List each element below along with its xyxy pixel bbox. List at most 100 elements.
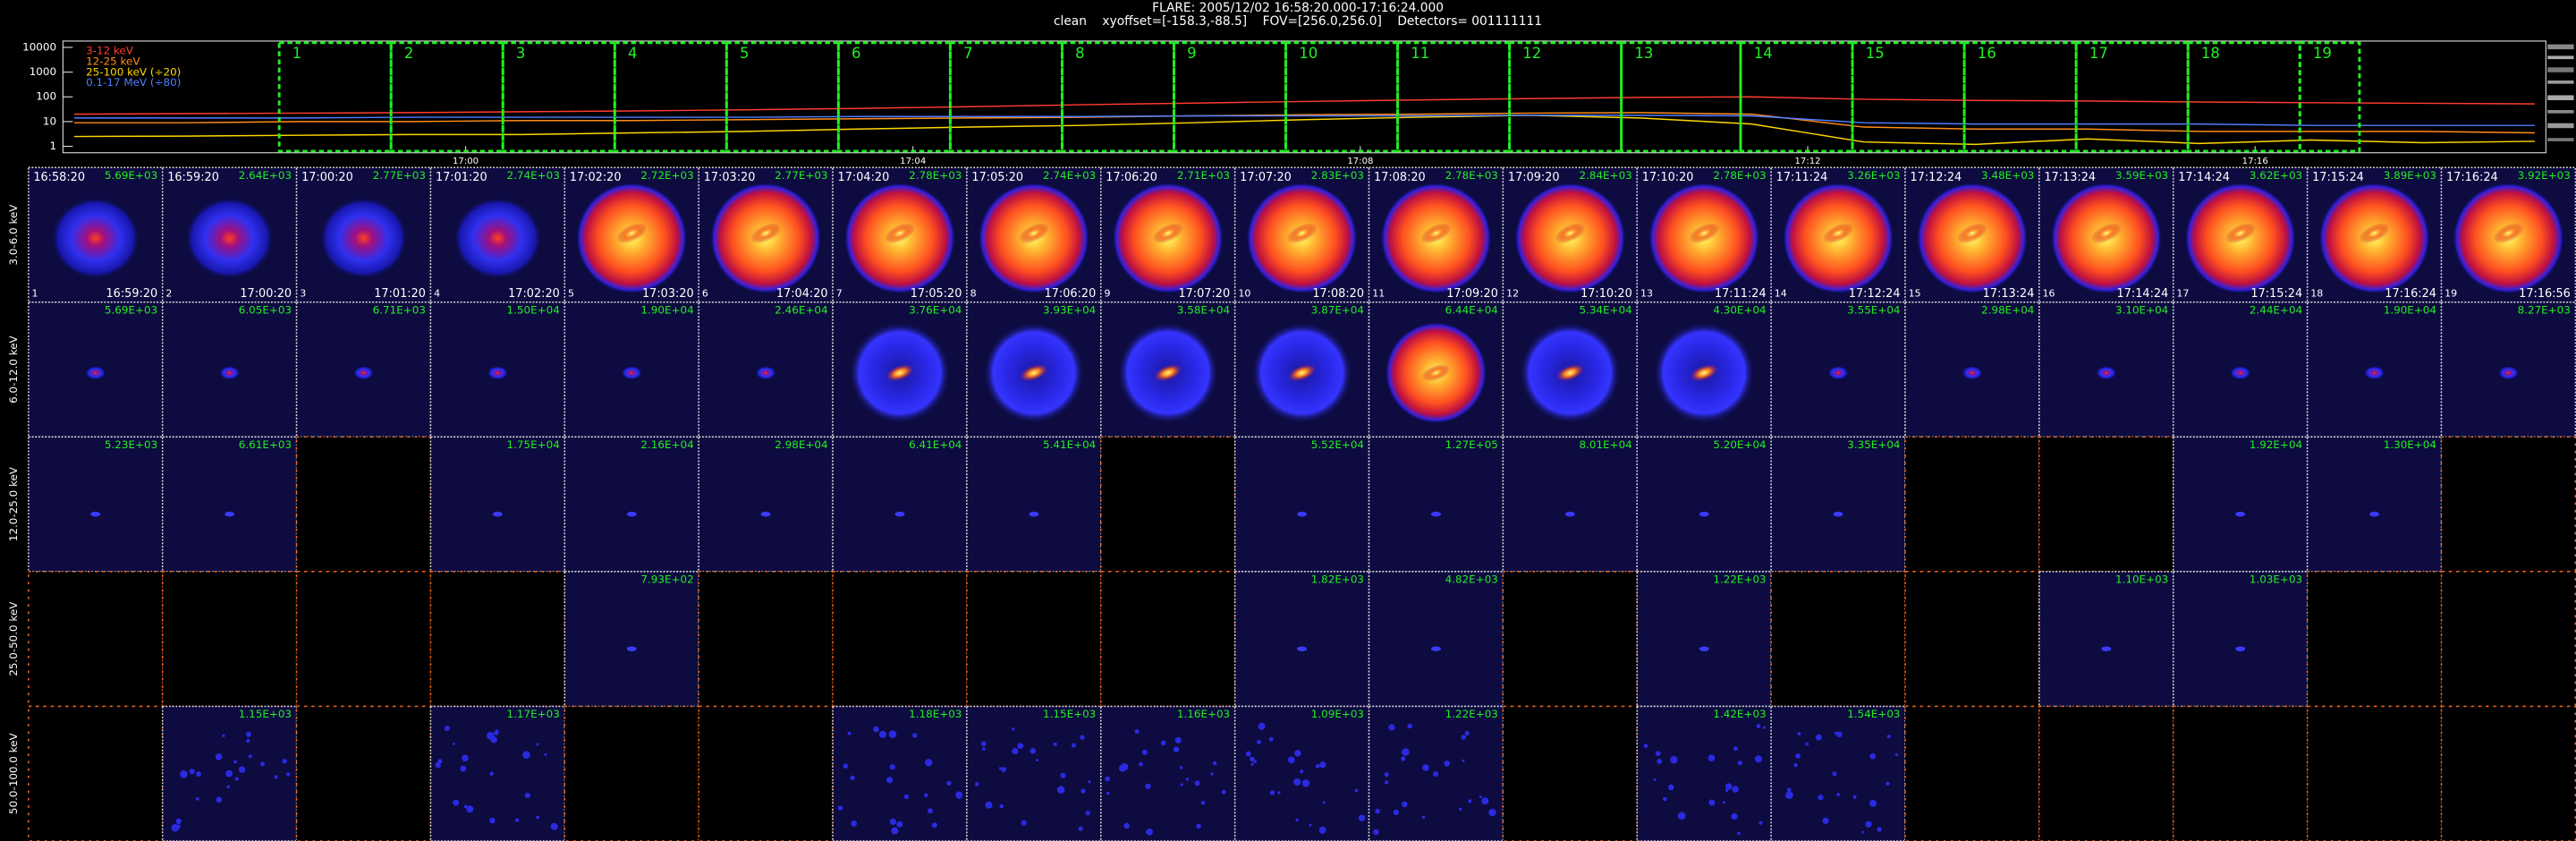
noise-dot xyxy=(444,725,450,732)
source-blob xyxy=(453,197,542,280)
stripe xyxy=(2547,138,2574,141)
noise-dot xyxy=(490,735,498,743)
noise-dot xyxy=(435,761,441,769)
image-cell xyxy=(1502,571,1639,708)
image-cell xyxy=(28,436,164,573)
noise-dot xyxy=(1869,752,1877,760)
column-index: 15 xyxy=(1909,288,1921,300)
max-value: 1.22E+03 xyxy=(1713,573,1766,586)
row-label: 6.0-12.0 keV xyxy=(7,335,20,403)
max-value: 3.89E+03 xyxy=(2384,169,2436,182)
noise-dot xyxy=(1141,749,1148,755)
noise-dot xyxy=(1295,818,1300,822)
interval-box xyxy=(1508,41,1623,153)
image-cell xyxy=(2306,705,2443,841)
image-cell xyxy=(429,705,566,841)
source-core xyxy=(2493,223,2524,244)
image-cell xyxy=(1904,571,2040,708)
noise-dot xyxy=(1731,813,1738,820)
column-index: 14 xyxy=(1775,288,1787,300)
noise-dot xyxy=(837,805,843,811)
noise-dot xyxy=(1865,820,1872,828)
source-core xyxy=(1690,364,1718,382)
source-core xyxy=(492,511,503,517)
row-label: 25.0-50.0 keV xyxy=(7,601,20,676)
source-blob xyxy=(318,197,409,280)
noise-dot xyxy=(550,822,558,830)
source-core xyxy=(894,511,905,517)
series-line xyxy=(73,115,2535,146)
noise-dot xyxy=(1277,791,1281,794)
image-cell xyxy=(966,436,1102,573)
source-core xyxy=(1430,511,1441,517)
start-time: 17:05:20 xyxy=(971,171,1023,184)
noise-dot xyxy=(1479,795,1482,799)
noise-dot xyxy=(544,752,547,757)
end-time: 17:16:24 xyxy=(2385,287,2436,301)
end-time: 17:07:20 xyxy=(1178,287,1230,301)
noise-dot xyxy=(1461,735,1467,740)
end-time: 17:01:20 xyxy=(374,287,426,301)
noise-dot xyxy=(1036,759,1039,762)
noise-dot xyxy=(514,818,520,822)
interval-label: 10 xyxy=(1299,45,1318,62)
noise-dot xyxy=(1134,729,1140,735)
noise-dot xyxy=(246,738,250,743)
image-cell xyxy=(1368,436,1504,573)
noise-dot xyxy=(851,820,858,827)
interval-label: 3 xyxy=(516,45,526,62)
noise-dot xyxy=(891,827,899,835)
image-cell xyxy=(1502,436,1639,573)
x-tick-label: 17:04 xyxy=(900,157,926,166)
max-value: 6.41E+04 xyxy=(909,438,962,451)
noise-dot xyxy=(1724,783,1733,791)
column-index: 17 xyxy=(2176,288,2189,300)
end-time: 17:03:20 xyxy=(642,287,694,301)
start-time: 16:59:20 xyxy=(167,171,219,184)
noise-dot xyxy=(1269,790,1275,795)
source-core xyxy=(1018,223,1049,244)
noise-dot xyxy=(1458,807,1462,811)
stripe xyxy=(2547,67,2574,72)
noise-dot xyxy=(282,759,287,764)
end-time: 16:59:20 xyxy=(106,287,158,301)
noise-dot xyxy=(1668,784,1674,791)
series-line xyxy=(73,96,2535,115)
interval-label: 12 xyxy=(1522,45,1541,62)
y-tick-label: 100 xyxy=(36,90,56,103)
max-value: 2.77E+03 xyxy=(373,169,426,182)
max-value: 1.16E+03 xyxy=(1177,708,1230,720)
column-index: 10 xyxy=(1238,288,1250,300)
noise-dot xyxy=(1012,727,1015,731)
noise-dot xyxy=(1657,758,1663,764)
noise-dot xyxy=(886,777,894,784)
noise-dot xyxy=(1877,827,1882,832)
max-value: 2.98E+04 xyxy=(775,438,827,451)
source-core xyxy=(2096,366,2116,380)
source-core xyxy=(2498,366,2519,380)
source-blob xyxy=(185,197,275,280)
title: FLARE: 2005/12/02 16:58:20.000-17:16:24.… xyxy=(1152,1,1444,15)
max-value: 3.48E+03 xyxy=(1981,169,2034,182)
noise-dot xyxy=(1121,763,1129,771)
image-cell xyxy=(698,436,834,573)
noise-dot xyxy=(1106,791,1110,795)
noise-dot xyxy=(1401,756,1406,761)
noise-dot xyxy=(1253,760,1258,764)
noise-dot xyxy=(1145,783,1151,790)
noise-dot xyxy=(1179,766,1183,769)
interval-label: 1 xyxy=(292,45,302,62)
start-time: 17:06:20 xyxy=(1106,171,1157,184)
end-time: 17:14:24 xyxy=(2117,287,2169,301)
noise-dot xyxy=(974,782,979,786)
interval-label: 14 xyxy=(1754,45,1773,62)
source-core xyxy=(1287,364,1317,382)
image-cell xyxy=(698,705,834,841)
max-value: 1.22E+03 xyxy=(1445,708,1498,720)
noise-dot xyxy=(1318,826,1326,834)
noise-dot xyxy=(999,803,1004,809)
interval-label: 9 xyxy=(1187,45,1197,62)
x-tick-label: 17:08 xyxy=(1347,157,1373,166)
noise-dot xyxy=(1088,780,1091,784)
start-time: 17:10:20 xyxy=(1642,171,1694,184)
